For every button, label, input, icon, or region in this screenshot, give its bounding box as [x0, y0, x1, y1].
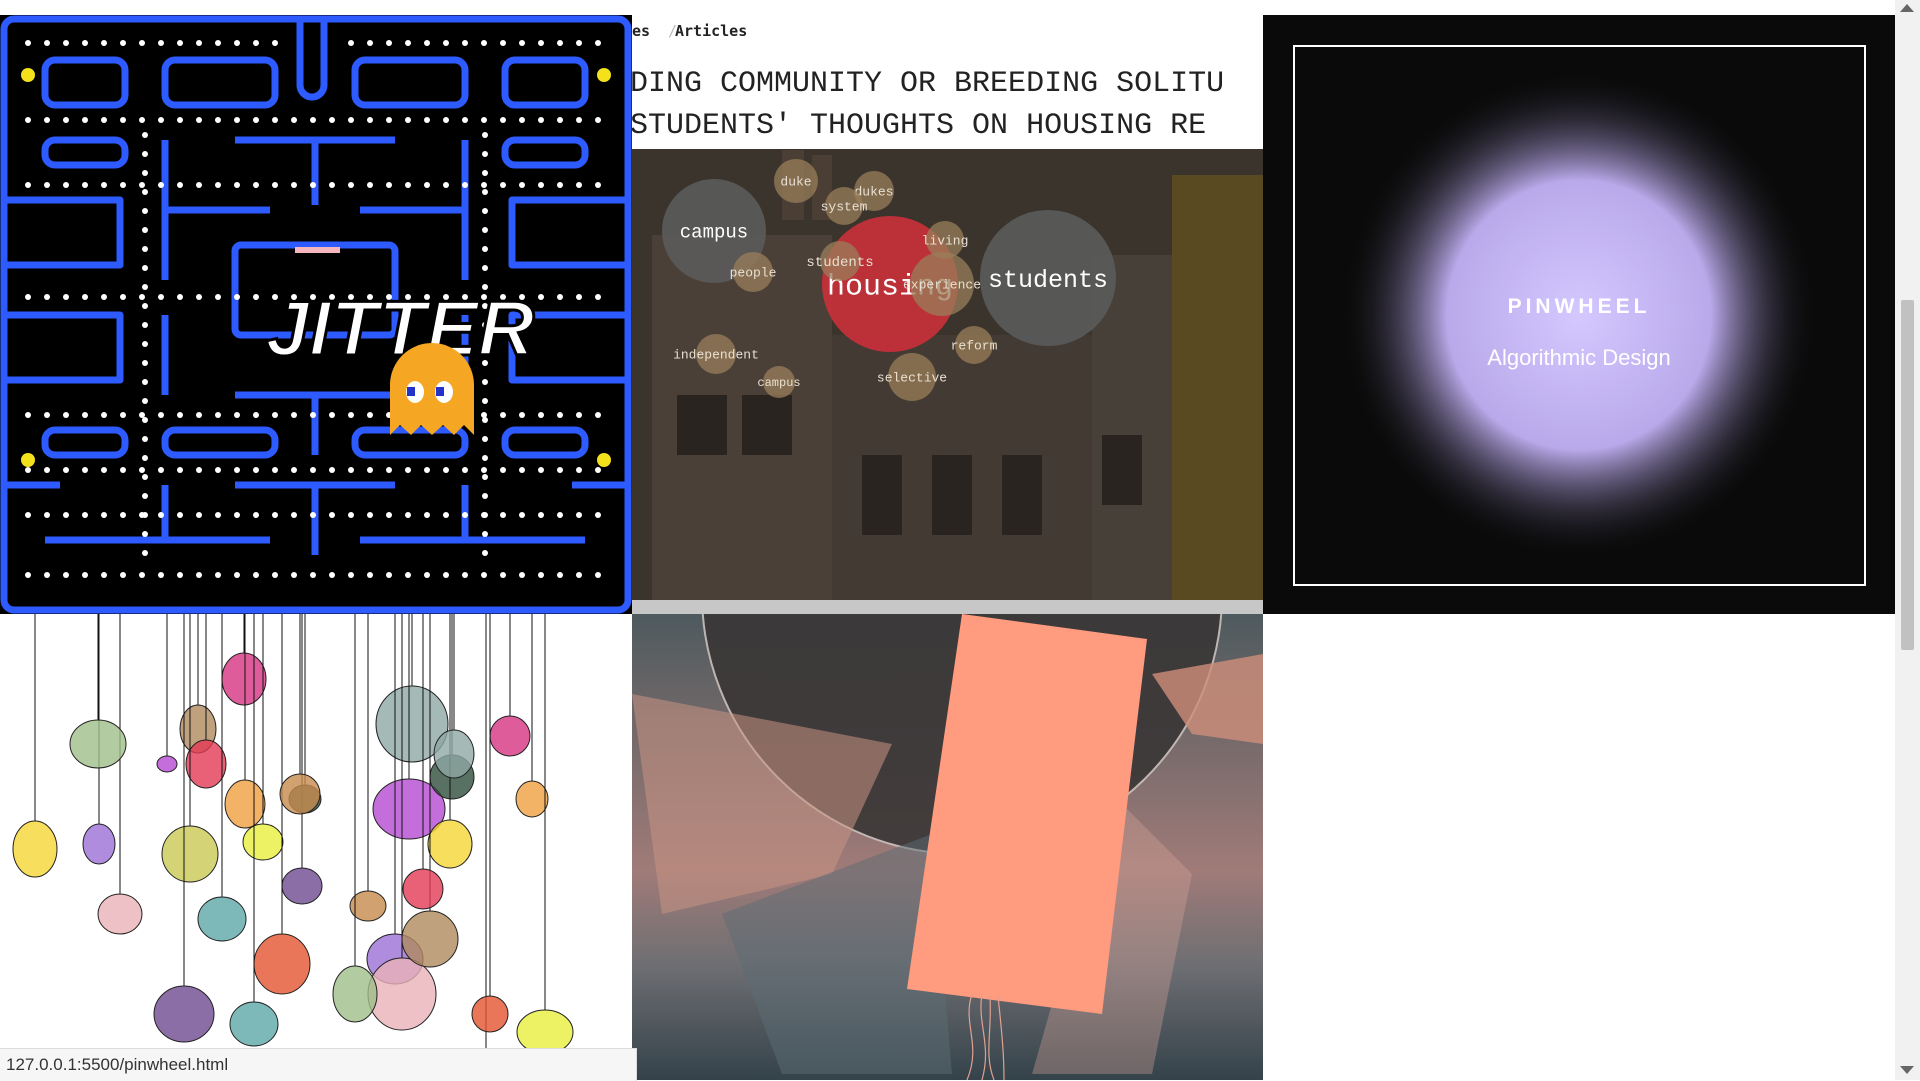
bubble-label: campus: [680, 222, 748, 244]
balloon: [242, 823, 284, 861]
breadcrumb-current[interactable]: Articles: [675, 22, 748, 40]
balloon: [281, 867, 323, 905]
balloon: [161, 825, 219, 883]
bubble-students: [980, 210, 1116, 346]
balloon: [367, 957, 437, 1031]
jitter-project-tile[interactable]: JITTER: [0, 15, 632, 614]
maze-walls: [0, 15, 632, 614]
balloon: [197, 896, 247, 942]
bubble-label: students: [988, 266, 1108, 295]
bubble-selective: [888, 353, 936, 401]
balloon: [97, 893, 143, 935]
pacman-maze-artwork: JITTER: [0, 15, 632, 614]
balloon: [12, 820, 58, 878]
link-status-bar: 127.0.0.1:5500/pinwheel.html: [0, 1048, 637, 1081]
bubble-system: [825, 187, 863, 225]
balloon: [69, 719, 127, 769]
jitter-title: JITTER: [266, 284, 535, 372]
pinwheel-title: PINWHEEL: [1507, 295, 1651, 318]
pinwheel-frame: [1293, 45, 1866, 586]
peach-rectangle: [907, 614, 1147, 1014]
balloon: [153, 985, 215, 1043]
balloon: [402, 868, 444, 910]
balloon: [279, 773, 321, 815]
balloon: [185, 739, 227, 789]
bubble-dukes: [854, 171, 894, 211]
word-bubble-chart: housing studentscampusdukedukespeoplesyst…: [662, 159, 1116, 401]
ghost-sprite: [390, 343, 474, 435]
bubble-campus: [763, 366, 795, 398]
pinwheel-project-tile[interactable]: PINWHEEL Algorithmic Design: [1263, 15, 1895, 614]
bubble-experience: [910, 252, 974, 316]
hanging-balloons-artwork: [12, 614, 574, 1080]
bubble-label: independent: [673, 348, 759, 363]
bubble-living: [926, 221, 964, 259]
housing-article-tile[interactable]: es / Articles DING COMMUNITY OR BREEDING…: [632, 15, 1263, 614]
glow-orb: [1339, 70, 1819, 560]
balloon: [349, 890, 387, 922]
headline-line-2: STUDENTS' THOUGHTS ON HOUSING RE: [632, 109, 1207, 143]
scroll-up-arrow-icon[interactable]: [1900, 4, 1914, 12]
bubble-label: campus: [757, 376, 800, 390]
headline-line-1: DING COMMUNITY OR BREEDING SOLITU: [632, 67, 1225, 101]
status-url-text: 127.0.0.1:5500/pinwheel.html: [6, 1055, 229, 1074]
bubble-label: system: [821, 200, 868, 215]
balloon: [401, 910, 459, 968]
breadcrumb: es / Articles: [632, 15, 1263, 49]
balloon: [224, 779, 266, 829]
balloon: [332, 965, 378, 1023]
balloon: [82, 823, 116, 865]
bubble-reform: [955, 326, 993, 364]
balloon: [427, 819, 473, 869]
balloon: [229, 1001, 279, 1047]
bubble-label: people: [730, 266, 777, 281]
balloon: [372, 778, 446, 840]
sunset-abstract-tile[interactable]: [632, 614, 1263, 1080]
bubble-students: [820, 241, 860, 281]
balloon: [433, 729, 475, 779]
balloons-project-tile[interactable]: [0, 614, 632, 1080]
pinwheel-subtitle: Algorithmic Design: [1487, 345, 1671, 370]
bubble-label: duke: [780, 175, 811, 190]
abstract-sunset-artwork: [632, 614, 1263, 1080]
balloon: [515, 780, 549, 818]
power-pellets: [21, 68, 611, 467]
bubble-label: living: [922, 234, 969, 249]
balloon: [221, 652, 267, 706]
bubble-label: selective: [877, 371, 947, 386]
bubble-label: students: [806, 255, 873, 271]
ghost-house-door: [295, 247, 340, 253]
breadcrumb-separator: /: [668, 22, 678, 40]
article-headline: DING COMMUNITY OR BREEDING SOLITU STUDEN…: [632, 49, 1263, 149]
balloon: [471, 995, 509, 1033]
bubble-independent: [696, 334, 736, 374]
bubble-duke: [774, 159, 818, 203]
bubble-label: dukes: [854, 185, 893, 200]
balloon: [489, 715, 531, 757]
scrollbar-thumb[interactable]: [1901, 300, 1914, 650]
bubble-label: experience: [903, 278, 981, 293]
scroll-down-arrow-icon[interactable]: [1900, 1066, 1914, 1074]
bubble-people: [733, 252, 773, 292]
balloon: [156, 755, 178, 773]
page-scrollbar[interactable]: [1895, 0, 1920, 1080]
balloon: [253, 933, 311, 995]
bubble-label: reform: [951, 339, 998, 354]
breadcrumb-prev-link[interactable]: es: [632, 22, 651, 40]
